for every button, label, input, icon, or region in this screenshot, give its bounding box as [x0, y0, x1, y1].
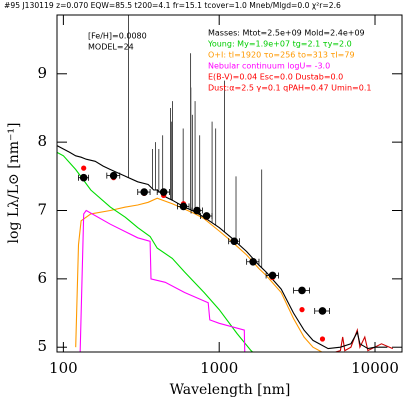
- y-tick-label: 5: [37, 337, 47, 355]
- annotation: O+I: tI=1920 τo=256 to=313 τI=79: [208, 51, 355, 60]
- model-line: [75, 197, 323, 352]
- plot-area: [57, 15, 394, 352]
- observed-point: [202, 212, 211, 220]
- model-line: [57, 145, 388, 350]
- y-tick-label: 9: [37, 64, 47, 82]
- annotation: Dust:α=2.5 γ=0.1 qPAH=0.47 Umin=0.1: [208, 84, 371, 93]
- x-tick-label: 10000: [351, 359, 399, 377]
- model-point: [319, 336, 326, 342]
- model-line: [79, 209, 246, 352]
- observed-point: [193, 206, 201, 215]
- y-tick-label: 8: [37, 132, 47, 150]
- observed-point: [318, 307, 327, 315]
- frame: [56, 14, 403, 353]
- observed-point: [159, 188, 168, 196]
- observed-point: [249, 257, 257, 266]
- chart-title: #95 J130119 z=0.070 EQW=85.5 t200=4.1 fr…: [4, 1, 341, 10]
- annotation: MODEL=24: [88, 43, 134, 52]
- annotation: Masses: Mtot=2.5e+09 Mold=2.4e+09: [208, 29, 365, 38]
- y-tick-label: 6: [37, 269, 47, 287]
- observed-point: [179, 202, 188, 211]
- x-tick-label: 1000: [200, 359, 238, 377]
- observed-point: [298, 286, 306, 295]
- x-axis-label: Wavelength [nm]: [170, 382, 291, 398]
- model-point: [299, 307, 305, 313]
- observed-point: [140, 188, 148, 196]
- annotation: [Fe/H]=0.0080: [88, 32, 147, 41]
- model-line: [333, 327, 394, 352]
- observed-point: [79, 173, 88, 182]
- y-tick-label: 7: [37, 201, 47, 219]
- model-point: [81, 165, 87, 171]
- annotation: Young: My=1.9e+07 tg=2.1 τy=2.0: [207, 40, 352, 49]
- observed-point: [268, 271, 277, 280]
- observed-point: [109, 171, 118, 180]
- x-tick-label: 100: [49, 359, 78, 377]
- annotation: E(B-V)=0.04 Esc=0.0 Dustab=0.0: [208, 73, 343, 82]
- observed-point: [230, 237, 239, 246]
- model-line: [57, 151, 254, 352]
- y-axis-label: log Lλ/L⊙ [nm⁻¹]: [6, 123, 22, 244]
- annotation: Nebular continuum logU= -3.0: [208, 62, 330, 71]
